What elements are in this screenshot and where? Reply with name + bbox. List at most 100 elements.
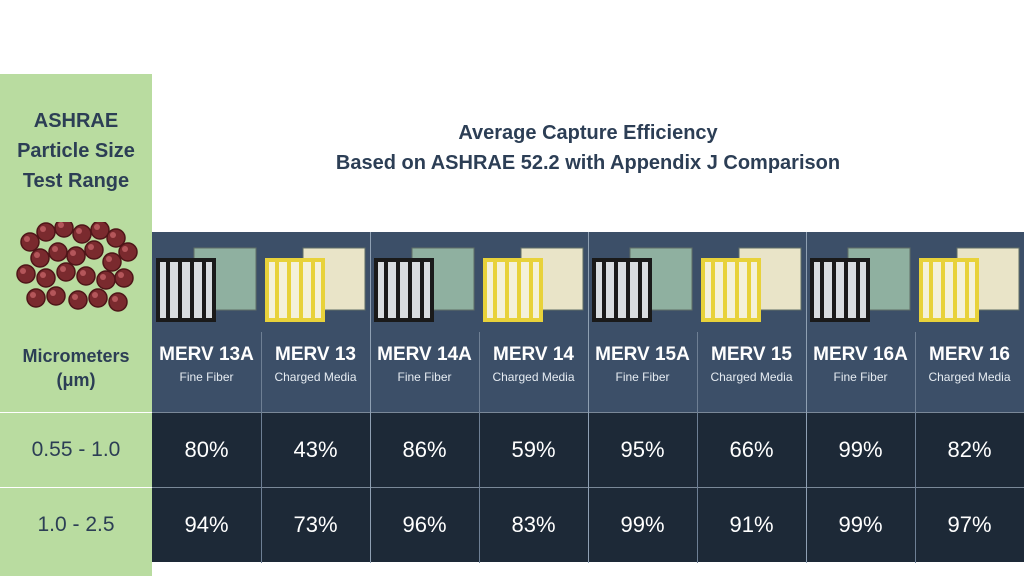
charged-media-filter-image xyxy=(699,232,805,332)
efficiency-value-cell: 80% xyxy=(184,437,229,462)
chart-title: Average Capture Efficiency Based on ASHR… xyxy=(152,118,1024,178)
media-type-label: Fine Fiber xyxy=(179,370,234,384)
filter-illustration xyxy=(265,247,366,322)
particle-dot xyxy=(36,268,56,288)
micrometers-label-line: (μm) xyxy=(56,370,96,390)
column-group-divider xyxy=(588,232,589,563)
efficiency-value-cell: 43% xyxy=(293,437,338,462)
efficiency-value-cell: 66% xyxy=(729,437,774,462)
charged-media-filter-image xyxy=(263,232,369,332)
efficiency-value-cell: 59% xyxy=(511,437,556,462)
particle-highlight xyxy=(58,222,64,228)
efficiency-value-cell: 86% xyxy=(402,437,447,462)
chart-title-line: Based on ASHRAE 52.2 with Appendix J Com… xyxy=(335,152,841,174)
particle-dot xyxy=(88,288,108,308)
particle-highlight xyxy=(40,272,46,278)
media-type-label: Charged Media xyxy=(710,370,793,384)
particle-highlight xyxy=(34,252,40,258)
merv-rating-label: MERV 14 xyxy=(493,344,574,365)
particle-highlight xyxy=(70,250,76,256)
particle-highlight xyxy=(94,224,100,230)
fine-fiber-filter-image xyxy=(808,232,914,332)
range-cell-1: 1.0 - 2.5 xyxy=(37,513,115,536)
efficiency-table: MERV 13A Fine Fiber 80% 94% MERV 13 Charged M… xyxy=(152,232,1024,576)
efficiency-value-cell: 99% xyxy=(838,437,883,462)
particle-highlight xyxy=(92,292,98,298)
micrometers-label: Micrometers (μm) xyxy=(0,344,152,392)
efficiency-value-cell: 95% xyxy=(620,437,665,462)
efficiency-value-cell: 99% xyxy=(620,512,665,537)
particle-size-header-line: ASHRAE xyxy=(33,110,119,132)
particle-highlight xyxy=(80,270,86,276)
particle-highlight xyxy=(20,268,26,274)
media-type-label: Charged Media xyxy=(928,370,1011,384)
particle-highlight xyxy=(24,236,30,242)
particle-highlight xyxy=(100,274,106,280)
chart-title-line: Average Capture Efficiency xyxy=(458,122,718,144)
particle-dot xyxy=(68,290,88,310)
particle-dot xyxy=(102,252,122,272)
particle-highlight xyxy=(30,292,36,298)
efficiency-value-cell: 82% xyxy=(947,437,992,462)
particle-dot xyxy=(114,268,134,288)
media-type-label: Charged Media xyxy=(274,370,357,384)
particle-dot xyxy=(118,242,138,262)
merv-rating-label: MERV 13 xyxy=(275,344,356,365)
efficiency-value-cell: 83% xyxy=(511,512,556,537)
filter-illustration xyxy=(919,247,1020,322)
particle-highlight xyxy=(72,294,78,300)
charged-media-filter-image xyxy=(481,232,587,332)
merv-rating-label: MERV 16 xyxy=(929,344,1010,365)
filter-illustration xyxy=(701,247,802,322)
particle-dot xyxy=(56,262,76,282)
efficiency-value-cell: 91% xyxy=(729,512,774,537)
particle-dot xyxy=(48,242,68,262)
particle-dot xyxy=(26,288,46,308)
row-divider xyxy=(0,487,152,488)
merv-rating-label: MERV 15 xyxy=(711,344,792,365)
efficiency-value-cell: 96% xyxy=(402,512,447,537)
particle-dot xyxy=(84,240,104,260)
media-type-label: Fine Fiber xyxy=(833,370,888,384)
merv-rating-label: MERV 14A xyxy=(377,344,472,365)
filter-illustration xyxy=(810,247,911,322)
filter-illustration xyxy=(592,247,693,322)
particle-highlight xyxy=(76,228,82,234)
particle-highlight xyxy=(112,296,118,302)
particle-dot xyxy=(108,292,128,312)
particle-dot xyxy=(20,232,40,252)
particle-dot xyxy=(76,266,96,286)
particle-highlight xyxy=(122,246,128,252)
particle-size-panel: ASHRAE Particle Size Test Range Micromet… xyxy=(0,74,152,576)
particle-dot xyxy=(90,222,110,240)
merv-rating-label: MERV 15A xyxy=(595,344,690,365)
merv-rating-label: MERV 16A xyxy=(813,344,908,365)
column-divider xyxy=(915,332,916,563)
particle-highlight xyxy=(88,244,94,250)
filter-illustration xyxy=(374,247,475,322)
particle-dot xyxy=(30,248,50,268)
particle-size-header: ASHRAE Particle Size Test Range xyxy=(0,106,152,196)
column-group-divider xyxy=(806,232,807,563)
filter-illustration xyxy=(156,247,257,322)
filter-illustration xyxy=(483,247,584,322)
charged-media-filter-image xyxy=(917,232,1023,332)
fine-fiber-filter-image xyxy=(154,232,260,332)
micrometers-label-line: Micrometers xyxy=(22,346,130,366)
row-divider xyxy=(0,412,152,413)
particle-dot xyxy=(54,222,74,238)
media-type-label: Fine Fiber xyxy=(397,370,452,384)
range-cell-0: 0.55 - 1.0 xyxy=(31,438,121,461)
column-group-divider xyxy=(370,232,371,563)
particle-highlight xyxy=(40,226,46,232)
particle-highlight xyxy=(110,232,116,238)
particle-dot xyxy=(16,264,36,284)
particle-dot xyxy=(96,270,116,290)
fine-fiber-filter-image xyxy=(590,232,696,332)
particle-size-header-line: Test Range xyxy=(22,170,130,192)
column-divider xyxy=(479,332,480,563)
efficiency-value-cell: 99% xyxy=(838,512,883,537)
particle-highlight xyxy=(50,290,56,296)
merv-rating-label: MERV 13A xyxy=(159,344,254,365)
efficiency-value-cell: 73% xyxy=(293,512,338,537)
